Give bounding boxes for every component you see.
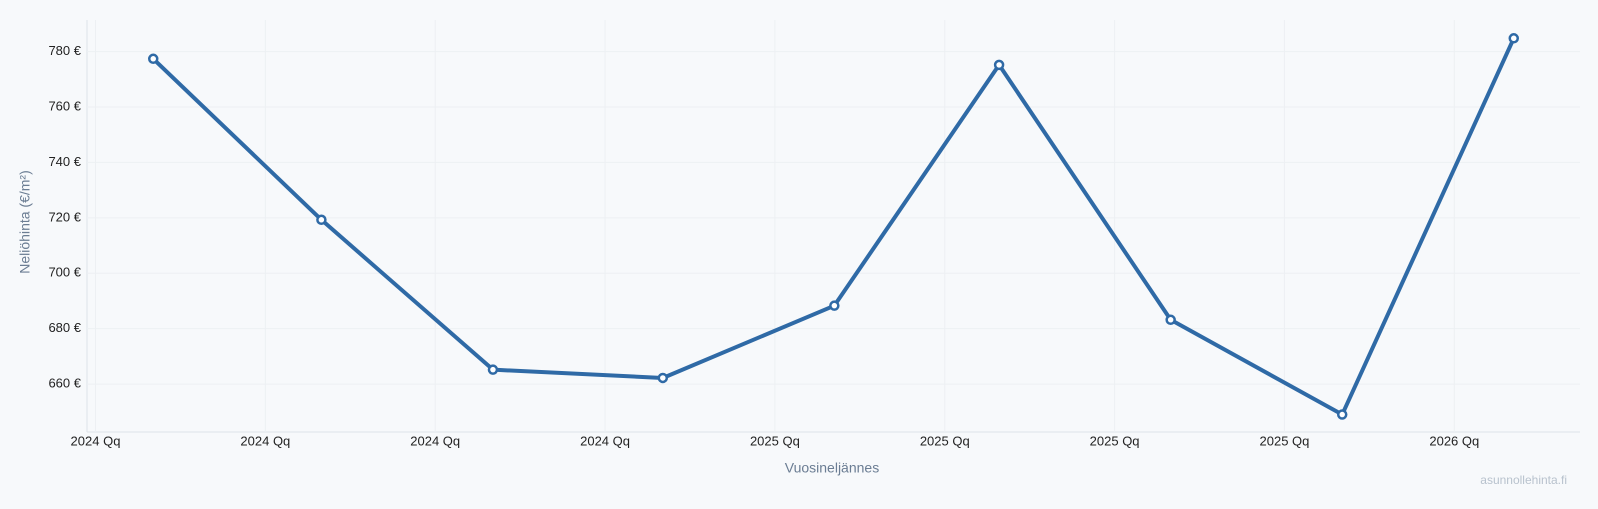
x-tick-label: 2025 Qq — [1260, 433, 1310, 448]
point — [1508, 33, 1520, 44]
point — [487, 364, 499, 375]
y-tick-label: 780 € — [48, 43, 81, 58]
y-tick-label: 760 € — [48, 98, 81, 113]
x-tick-label: 2025 Qq — [1090, 433, 1140, 448]
line — [151, 37, 1516, 417]
x-tick-label: 2024 Qq — [410, 433, 460, 448]
point — [993, 59, 1005, 71]
point — [147, 53, 159, 65]
x-tick-label: 2025 Qq — [920, 433, 970, 448]
x-tick-label: 2024 Qq — [71, 433, 121, 448]
y-tick-label: 740 € — [48, 154, 81, 169]
point — [316, 214, 327, 226]
y-tick-label: 720 € — [48, 209, 81, 224]
watermark: asunnollehinta.fi — [1480, 473, 1567, 487]
y-tick-label: 680 € — [48, 320, 81, 335]
x-tick-label: 2025 Qq — [750, 433, 800, 448]
y-axis-title: Neliöhinta (€/m²) — [17, 170, 33, 273]
point — [1165, 314, 1176, 326]
point — [657, 372, 669, 384]
point — [829, 300, 840, 311]
y-tick-label: 660 € — [48, 376, 81, 391]
x-tick-label: 2026 Qq — [1429, 433, 1479, 448]
x-tick-label: 2024 Qq — [580, 433, 630, 448]
point — [1336, 409, 1348, 420]
x-tick-label: 2024 Qq — [240, 433, 290, 448]
x-axis-title: Vuosineljännes — [785, 460, 879, 476]
y-tick-label: 700 € — [48, 265, 81, 280]
